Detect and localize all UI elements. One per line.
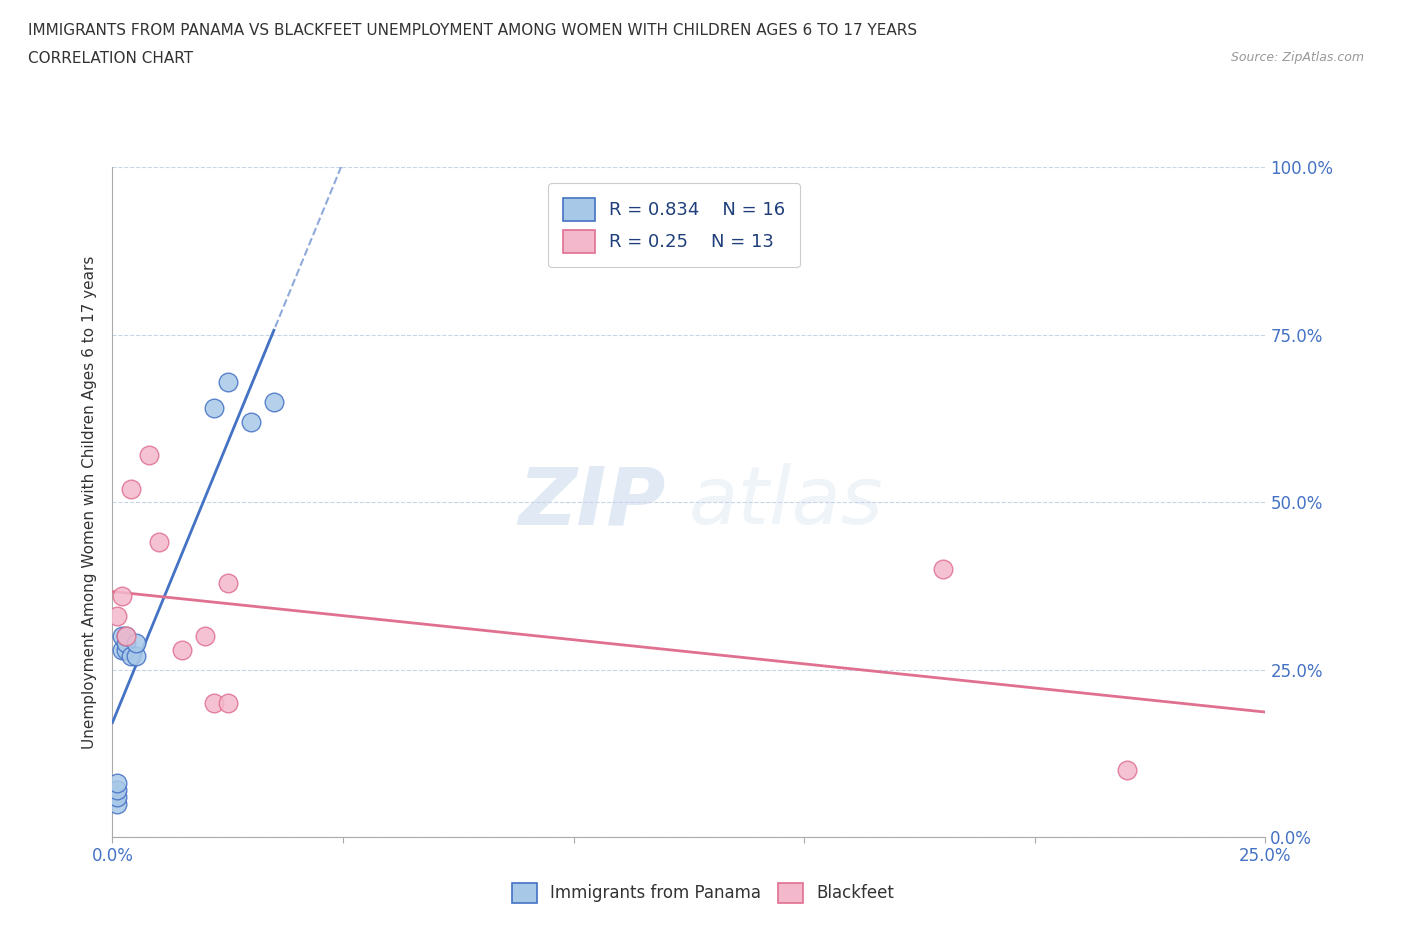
Point bbox=[124, 649, 146, 664]
Point bbox=[1116, 763, 1139, 777]
Point bbox=[239, 415, 262, 430]
Point bbox=[202, 696, 225, 711]
Point bbox=[115, 629, 138, 644]
Point bbox=[105, 608, 128, 623]
Point bbox=[148, 535, 170, 550]
Text: atlas: atlas bbox=[689, 463, 884, 541]
Point bbox=[111, 629, 134, 644]
Point bbox=[217, 696, 239, 711]
Text: CORRELATION CHART: CORRELATION CHART bbox=[28, 51, 193, 66]
Legend: R = 0.834    N = 16, R = 0.25    N = 13: R = 0.834 N = 16, R = 0.25 N = 13 bbox=[548, 183, 800, 268]
Text: ZIP: ZIP bbox=[519, 463, 666, 541]
Point bbox=[105, 783, 128, 798]
Point bbox=[217, 374, 239, 389]
Legend: Immigrants from Panama, Blackfeet: Immigrants from Panama, Blackfeet bbox=[505, 876, 901, 910]
Point bbox=[115, 642, 138, 657]
Point bbox=[105, 796, 128, 811]
Point bbox=[105, 776, 128, 790]
Point bbox=[194, 629, 217, 644]
Point bbox=[202, 401, 225, 416]
Point bbox=[120, 649, 142, 664]
Text: IMMIGRANTS FROM PANAMA VS BLACKFEET UNEMPLOYMENT AMONG WOMEN WITH CHILDREN AGES : IMMIGRANTS FROM PANAMA VS BLACKFEET UNEM… bbox=[28, 23, 917, 38]
Point bbox=[105, 790, 128, 804]
Point bbox=[111, 642, 134, 657]
Y-axis label: Unemployment Among Women with Children Ages 6 to 17 years: Unemployment Among Women with Children A… bbox=[82, 256, 97, 749]
Text: Source: ZipAtlas.com: Source: ZipAtlas.com bbox=[1230, 51, 1364, 64]
Point bbox=[263, 394, 285, 409]
Point bbox=[124, 635, 146, 650]
Point bbox=[931, 562, 953, 577]
Point bbox=[217, 575, 239, 590]
Point bbox=[111, 589, 134, 604]
Point bbox=[115, 635, 138, 650]
Point bbox=[120, 482, 142, 497]
Point bbox=[170, 642, 193, 657]
Point bbox=[115, 629, 138, 644]
Point bbox=[138, 448, 160, 463]
